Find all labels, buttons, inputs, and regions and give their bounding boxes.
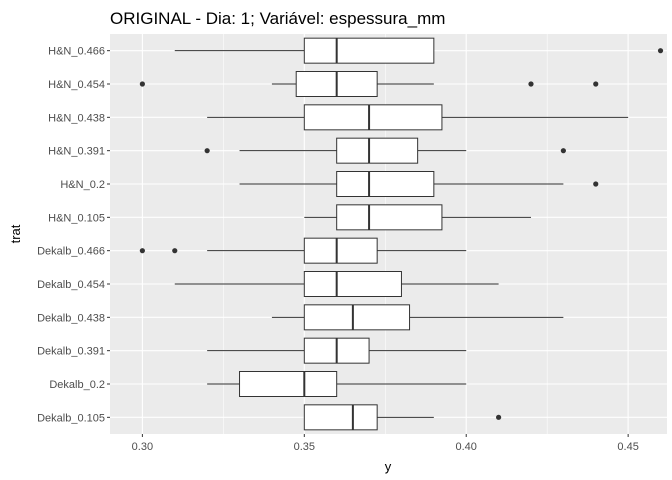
box-Dekalb_0.391 <box>207 337 467 364</box>
box-iqr <box>303 37 435 64</box>
box-iqr <box>336 171 435 197</box>
y-tick-label: Dekalb_0.466 <box>37 246 105 258</box>
box-H&N_0.2 <box>239 171 599 197</box>
y-tick-label: H&N_0.2 <box>60 179 105 191</box>
box-Dekalb_0.105 <box>303 404 502 431</box>
outlier-point <box>204 148 210 154</box>
y-tick-label: Dekalb_0.105 <box>37 412 105 424</box>
y-tick-label: H&N_0.391 <box>48 146 105 158</box>
y-axis: H&N_0.466 H&N_0.454 H&N_0.438 H&N_0.391 H&N_… <box>37 46 110 424</box>
box-iqr <box>336 137 419 164</box>
y-tick-label: H&N_0.105 <box>48 212 105 224</box>
outlier-point <box>496 414 502 420</box>
x-axis: 0.30 0.35 0.40 0.45 <box>132 434 639 453</box>
box-Dekalb_0.454 <box>174 271 499 297</box>
chart-title: ORIGINAL - Dia: 1; Variável: espessura_m… <box>110 9 445 28</box>
y-tick-label: Dekalb_0.391 <box>37 346 105 358</box>
box-iqr <box>303 237 378 264</box>
y-tick-label: H&N_0.466 <box>48 46 105 58</box>
box-iqr <box>303 304 411 331</box>
box-H&N_0.466 <box>174 37 664 64</box>
box-iqr <box>303 271 402 297</box>
outlier-point <box>139 81 145 87</box>
outlier-point <box>528 81 534 87</box>
outlier-point <box>593 81 599 87</box>
boxes-layer <box>139 37 664 431</box>
plot-panel <box>110 34 667 434</box>
x-tick-label: 0.35 <box>294 441 315 453</box>
x-tick-label: 0.45 <box>617 441 638 453</box>
outlier-point <box>172 248 178 254</box>
box-H&N_0.105 <box>304 204 531 231</box>
outlier-point <box>657 48 664 54</box>
box-iqr <box>336 204 443 231</box>
y-tick-label: Dekalb_0.454 <box>37 279 105 291</box>
x-tick-label: 0.40 <box>456 441 477 453</box>
y-tick-label: Dekalb_0.438 <box>37 312 105 324</box>
box-Dekalb_0.466 <box>139 237 467 264</box>
y-axis-title: trat <box>8 224 23 243</box>
box-H&N_0.438 <box>207 104 629 131</box>
outlier-point <box>139 248 145 254</box>
box-H&N_0.454 <box>139 71 599 97</box>
box-Dekalb_0.2 <box>207 371 467 397</box>
outlier-point <box>593 181 599 187</box>
box-Dekalb_0.438 <box>271 304 564 331</box>
x-tick-label: 0.30 <box>132 441 153 453</box>
y-tick-label: Dekalb_0.2 <box>49 379 105 391</box>
x-axis-title: y <box>385 459 392 474</box>
box-iqr <box>303 104 443 131</box>
box-iqr <box>303 404 378 431</box>
box-H&N_0.391 <box>204 137 566 164</box>
outlier-point <box>560 148 566 154</box>
y-tick-label: H&N_0.438 <box>48 112 105 124</box>
y-tick-label: H&N_0.454 <box>48 79 105 91</box>
box-iqr <box>239 371 338 397</box>
